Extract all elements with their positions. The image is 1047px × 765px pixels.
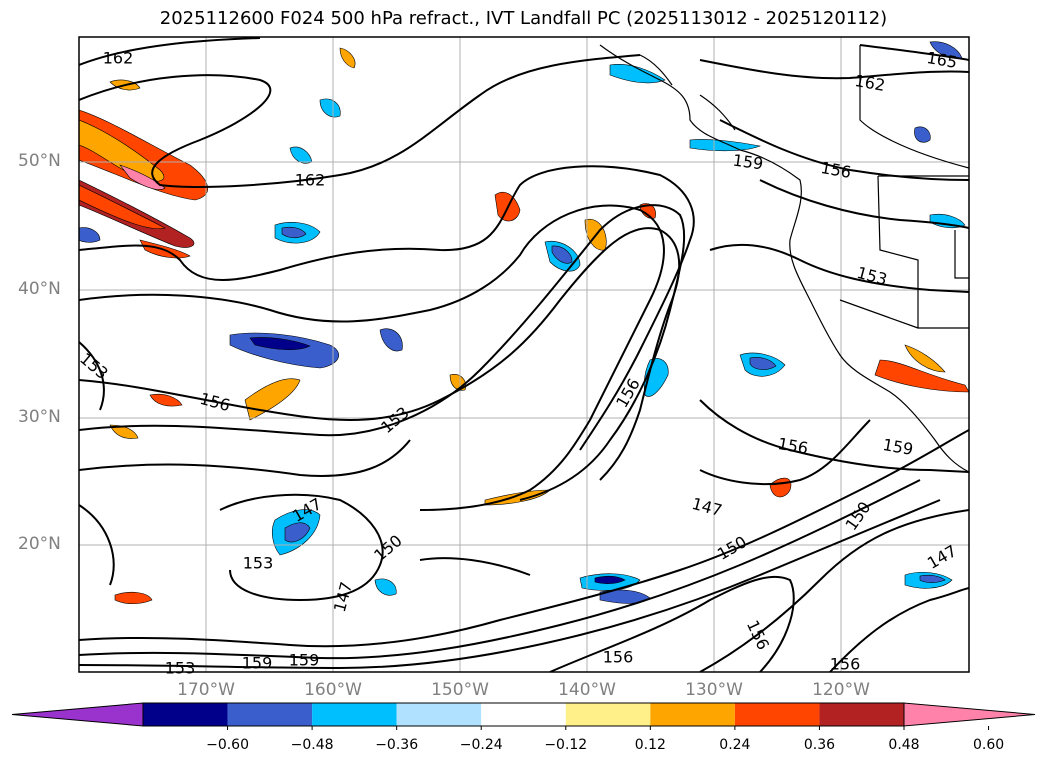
colorbar-segment [565, 703, 651, 726]
colorbar-segment [734, 703, 820, 726]
colorbar-segment [650, 703, 735, 726]
colorbar-tick-label: −0.60 [206, 737, 249, 753]
contour-label: 162 [102, 48, 134, 68]
contour-label: 159 [731, 150, 765, 174]
colorbar-tick-label: 0.24 [719, 737, 751, 753]
latitude-label-30n: 30°N [18, 407, 61, 427]
contour-label: 156 [829, 654, 861, 674]
colorbar-tick-label: 0.36 [803, 737, 836, 753]
colorbar-segment [227, 703, 313, 726]
longitude-label-120w: 120°W [812, 680, 870, 700]
longitude-label-140w: 140°W [558, 680, 616, 700]
longitude-label-160w: 160°W [304, 680, 362, 700]
colorbar-segment [396, 703, 482, 726]
colorbar [11, 702, 1036, 730]
colorbar-segment [143, 703, 228, 726]
colorbar-tick-label: −0.36 [375, 737, 419, 753]
latitude-label-50n: 50°N [18, 151, 61, 171]
colorbar-tick-label: −0.24 [459, 737, 503, 753]
negative-anomaly-fills [79, 41, 966, 604]
longitude-label-150w: 150°W [431, 680, 489, 700]
map-content [79, 37, 969, 672]
colorbar-segment [481, 703, 566, 726]
graticule [79, 37, 969, 672]
colorbar-segment [11, 702, 144, 727]
colorbar-tick-label: −0.12 [544, 737, 588, 753]
colorbar-tick-label: 0.12 [634, 737, 666, 753]
colorbar-segment [903, 702, 1036, 727]
colorbar-tick-label: −0.48 [290, 737, 334, 753]
colorbar-tick-label: 0.48 [888, 737, 920, 753]
colorbar-segment [819, 703, 904, 726]
contour-label: 153 [164, 658, 196, 678]
map-title: 2025112600 F024 500 hPa refract., IVT La… [159, 8, 888, 29]
colorbar-outline [142, 702, 905, 727]
longitude-label-130w: 130°W [685, 680, 743, 700]
contour-label: 159 [288, 650, 320, 670]
contour-label: 156 [602, 647, 634, 667]
contour-lines [79, 37, 969, 672]
contour-label: 162 [294, 170, 326, 190]
contour-label: 159 [241, 653, 273, 673]
contour-label: 153 [242, 553, 274, 573]
longitude-label-170w: 170°W [177, 680, 235, 700]
colorbar-tick-label: 0.60 [972, 737, 1005, 753]
latitude-label-20n: 20°N [18, 534, 61, 554]
colorbar-segment [312, 703, 397, 726]
map-frame [78, 36, 970, 673]
latitude-label-40n: 40°N [18, 279, 61, 299]
coastlines [599, 44, 969, 473]
